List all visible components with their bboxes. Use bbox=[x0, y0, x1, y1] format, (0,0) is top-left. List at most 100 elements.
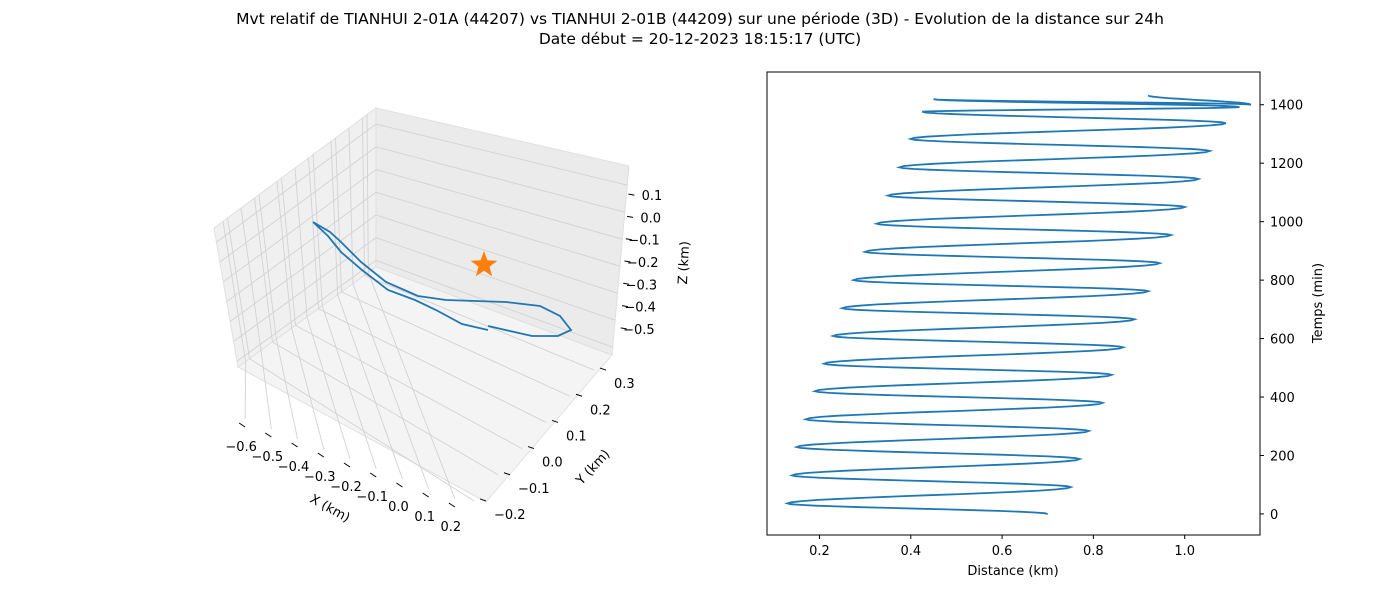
grid-line-x-wall bbox=[366, 114, 369, 273]
y-tick-label: 0 bbox=[1270, 508, 1278, 523]
x-tick-mark bbox=[448, 502, 456, 508]
grid-line-z-wall bbox=[236, 260, 377, 362]
x-tick-label: −0.1 bbox=[356, 490, 388, 505]
x-tick-label: −0.6 bbox=[225, 440, 257, 455]
y-tick-label: −0.1 bbox=[518, 482, 550, 497]
grid-line-x bbox=[306, 316, 351, 460]
y-tick-mark bbox=[551, 419, 559, 423]
y-tick-label: 400 bbox=[1270, 391, 1295, 406]
origin-star-marker bbox=[470, 251, 498, 277]
grid-line-z bbox=[375, 123, 628, 186]
z-tick-label: −0.4 bbox=[624, 301, 656, 316]
y-tick-label: 0.1 bbox=[566, 429, 587, 444]
z-tick-mark bbox=[624, 260, 631, 263]
grid-line-x bbox=[275, 339, 298, 440]
z-tick-mark bbox=[621, 305, 629, 308]
y-tick-label: 600 bbox=[1270, 333, 1295, 348]
grid-line-z-wall bbox=[229, 214, 377, 322]
plot-distance-vs-time: 0.2 0.4 0.6 0.8 1.0 0 200 400 600 800 1000 1200 1400… bbox=[766, 71, 1326, 579]
grid-line-y bbox=[272, 341, 499, 476]
grid-line-z bbox=[375, 146, 625, 213]
z-tick-label: 0.0 bbox=[640, 211, 661, 226]
grid-line-x-wall bbox=[348, 127, 354, 284]
ticks-2d: 0.2 0.4 0.6 0.8 1.0 0 200 400 600 800 1000 1200 1400 bbox=[809, 99, 1303, 559]
y-tick-label: 1200 bbox=[1270, 157, 1303, 172]
y-tick-label: 200 bbox=[1270, 449, 1295, 464]
grid-line-x-wall bbox=[258, 194, 277, 340]
grid-line-z-wall bbox=[226, 191, 377, 303]
x-tick-mark bbox=[238, 422, 246, 428]
plot-area-frame bbox=[766, 71, 1261, 536]
grid-line-x bbox=[244, 361, 247, 420]
y-tick-label: 0.3 bbox=[614, 377, 635, 392]
z-tick-mark bbox=[620, 327, 627, 330]
grid-line-y-wall bbox=[227, 217, 250, 359]
grid-line-y bbox=[295, 324, 523, 449]
grid-line-z-wall bbox=[216, 123, 377, 243]
grid-line-x-wall bbox=[312, 154, 323, 306]
y-tick-mark bbox=[527, 446, 535, 450]
grid-3d bbox=[216, 114, 628, 502]
grid-line-x bbox=[260, 350, 272, 430]
grid-line-x-wall bbox=[222, 221, 247, 362]
z-tick-label: 0.1 bbox=[642, 189, 663, 204]
x-tick-label: 0.2 bbox=[441, 520, 462, 535]
z-axis-label: Z (km) bbox=[676, 241, 693, 285]
x-tick-mark bbox=[265, 432, 272, 438]
pane-floor bbox=[237, 266, 613, 503]
grid-line-z bbox=[375, 237, 616, 321]
grid-line-x bbox=[367, 272, 456, 500]
grid-line-x-wall bbox=[240, 207, 262, 351]
y-axis-label-2d: Temps (min) bbox=[1311, 263, 1326, 344]
grid-line-z-wall bbox=[223, 169, 377, 283]
z-tick-label: −0.5 bbox=[623, 323, 655, 338]
x-tick-label: 0.0 bbox=[388, 500, 409, 515]
y-tick-mark bbox=[479, 498, 487, 502]
grid-line-y-wall bbox=[335, 137, 342, 293]
x-tick-label: 1.0 bbox=[1174, 544, 1195, 559]
y-tick-mark bbox=[503, 472, 511, 476]
grid-line-x-wall bbox=[330, 141, 339, 295]
x-tick-mark bbox=[422, 492, 429, 498]
x-tick-label: −0.5 bbox=[252, 450, 284, 465]
x-tick-mark bbox=[291, 442, 298, 448]
y-tick-mark bbox=[599, 367, 607, 371]
chart-subtitle: Date début = 20-12-2023 18:15:17 (UTC) bbox=[538, 30, 862, 48]
trajectory-3d-line bbox=[312, 221, 573, 337]
x-tick-label: 0.6 bbox=[992, 544, 1013, 559]
grid-line-z-wall bbox=[233, 237, 377, 342]
x-tick-label: −0.2 bbox=[330, 480, 362, 495]
y-tick-mark bbox=[575, 393, 583, 397]
x-tick-mark bbox=[396, 482, 403, 488]
y-tick-label: 1000 bbox=[1270, 216, 1303, 231]
grid-line-y-wall bbox=[308, 157, 319, 309]
y-tick-label: 1400 bbox=[1270, 99, 1303, 114]
grid-line-z bbox=[375, 259, 613, 348]
grid-line-y bbox=[364, 274, 595, 371]
grid-line-z bbox=[375, 214, 618, 294]
z-tick-label: −0.3 bbox=[626, 278, 658, 293]
x-tick-label: 0.1 bbox=[414, 510, 435, 525]
grid-line-y-wall bbox=[254, 197, 273, 343]
grid-line-y-wall bbox=[362, 117, 365, 276]
y-tick-label: −0.2 bbox=[494, 508, 526, 523]
ticks-3d bbox=[238, 193, 635, 508]
grid-line-z bbox=[375, 169, 623, 240]
z-tick-mark bbox=[626, 215, 634, 218]
x-tick-label: −0.4 bbox=[278, 460, 310, 475]
x-tick-mark bbox=[369, 472, 377, 478]
grid-line-x-wall bbox=[276, 181, 293, 329]
z-tick-mark bbox=[625, 238, 632, 241]
chart-title: Mvt relatif de TIANHUI 2-01A (44207) vs … bbox=[236, 10, 1164, 28]
grid-line-x-wall bbox=[294, 167, 308, 318]
grid-line-y-wall bbox=[281, 177, 296, 326]
y-tick-label: 0.2 bbox=[590, 403, 611, 418]
grid-line-z bbox=[375, 191, 621, 267]
z-tick-label: −0.1 bbox=[628, 234, 660, 249]
x-tick-mark bbox=[343, 462, 351, 468]
y-tick-label: 800 bbox=[1270, 274, 1295, 289]
grid-line-y bbox=[318, 308, 547, 423]
plot-3d: X (km) Y (km) Z (km) bbox=[213, 107, 693, 526]
z-tick-mark bbox=[628, 193, 635, 196]
